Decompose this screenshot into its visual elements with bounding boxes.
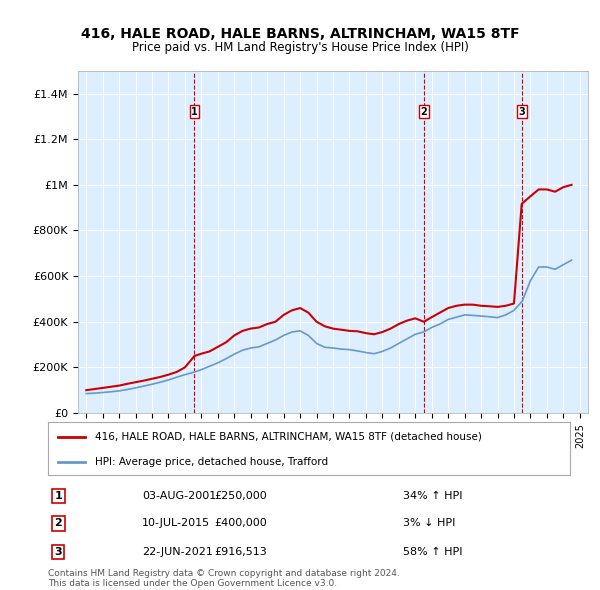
Text: Price paid vs. HM Land Registry's House Price Index (HPI): Price paid vs. HM Land Registry's House …	[131, 41, 469, 54]
Text: 1: 1	[55, 491, 62, 501]
Text: 416, HALE ROAD, HALE BARNS, ALTRINCHAM, WA15 8TF (detached house): 416, HALE ROAD, HALE BARNS, ALTRINCHAM, …	[95, 432, 482, 442]
Text: £250,000: £250,000	[214, 491, 267, 501]
Text: 34% ↑ HPI: 34% ↑ HPI	[403, 491, 463, 501]
Text: £916,513: £916,513	[214, 548, 267, 557]
Text: HPI: Average price, detached house, Trafford: HPI: Average price, detached house, Traf…	[95, 457, 328, 467]
Text: 416, HALE ROAD, HALE BARNS, ALTRINCHAM, WA15 8TF: 416, HALE ROAD, HALE BARNS, ALTRINCHAM, …	[80, 27, 520, 41]
Text: 2: 2	[55, 519, 62, 528]
Text: Contains HM Land Registry data © Crown copyright and database right 2024.: Contains HM Land Registry data © Crown c…	[48, 569, 400, 578]
Text: 2: 2	[421, 107, 427, 117]
Text: 22-JUN-2021: 22-JUN-2021	[142, 548, 213, 557]
Text: This data is licensed under the Open Government Licence v3.0.: This data is licensed under the Open Gov…	[48, 579, 337, 588]
Text: 3: 3	[55, 548, 62, 557]
Text: 58% ↑ HPI: 58% ↑ HPI	[403, 548, 463, 557]
Text: 3% ↓ HPI: 3% ↓ HPI	[403, 519, 455, 528]
Text: 10-JUL-2015: 10-JUL-2015	[142, 519, 210, 528]
Text: 3: 3	[518, 107, 525, 117]
Text: 03-AUG-2001: 03-AUG-2001	[142, 491, 216, 501]
Text: 1: 1	[191, 107, 198, 117]
Text: £400,000: £400,000	[214, 519, 267, 528]
